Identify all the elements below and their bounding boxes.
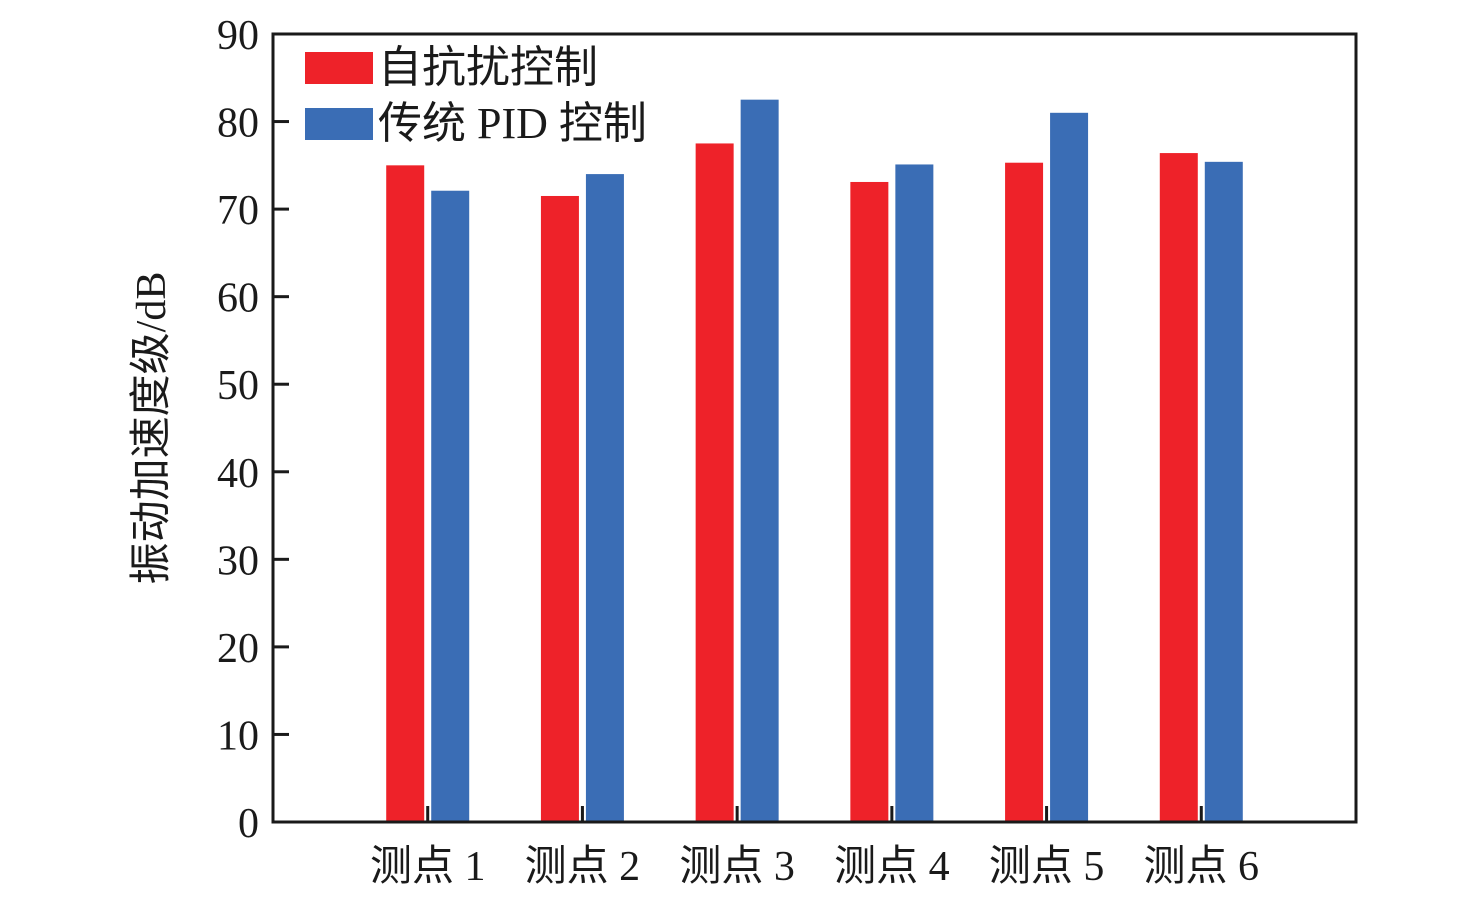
- y-tick-label: 20: [217, 626, 259, 672]
- x-tick-label: 测点 3: [679, 844, 795, 890]
- x-axis: 测点 1 测点 2 测点 3 测点 4 测点 5 测点 6: [370, 806, 1259, 890]
- bar: [850, 181, 889, 823]
- x-tick-label: 测点 2: [525, 844, 641, 890]
- bar: [540, 195, 579, 822]
- bar: [1005, 162, 1044, 822]
- y-tick-label: 70: [217, 188, 259, 234]
- legend-label: 自抗扰控制: [378, 43, 598, 92]
- legend-swatch: [305, 52, 373, 84]
- plot-frame: [271, 32, 1358, 824]
- bar: [386, 165, 425, 823]
- y-tick-label: 10: [217, 713, 259, 759]
- bar: [695, 143, 734, 822]
- bar: [895, 164, 934, 823]
- y-tick-label: 0: [238, 801, 259, 847]
- bar: [1159, 153, 1198, 822]
- y-tick-label: 80: [217, 101, 259, 147]
- bars-layer: [386, 99, 1243, 823]
- y-tick-label: 40: [217, 451, 259, 497]
- legend-swatch: [305, 108, 373, 140]
- bar: [431, 190, 470, 823]
- bar: [740, 99, 779, 822]
- y-axis: 0 10 20 30 40 50 60 70 80 90: [217, 13, 289, 847]
- y-tick-label: 50: [217, 363, 259, 409]
- bar: [1050, 112, 1089, 823]
- legend-label: 传统 PID 控制: [378, 99, 647, 148]
- bar: [585, 174, 624, 823]
- x-tick-label: 测点 1: [370, 844, 486, 890]
- y-axis-title: 振动加速度级/dB: [129, 272, 175, 585]
- y-tick-label: 60: [217, 276, 259, 322]
- y-tick-label: 90: [217, 13, 259, 59]
- x-tick-label: 测点 5: [989, 844, 1105, 890]
- x-tick-label: 测点 4: [834, 844, 950, 890]
- y-tick-label: 30: [217, 538, 259, 584]
- bar: [1204, 161, 1243, 822]
- x-tick-label: 测点 6: [1144, 844, 1260, 890]
